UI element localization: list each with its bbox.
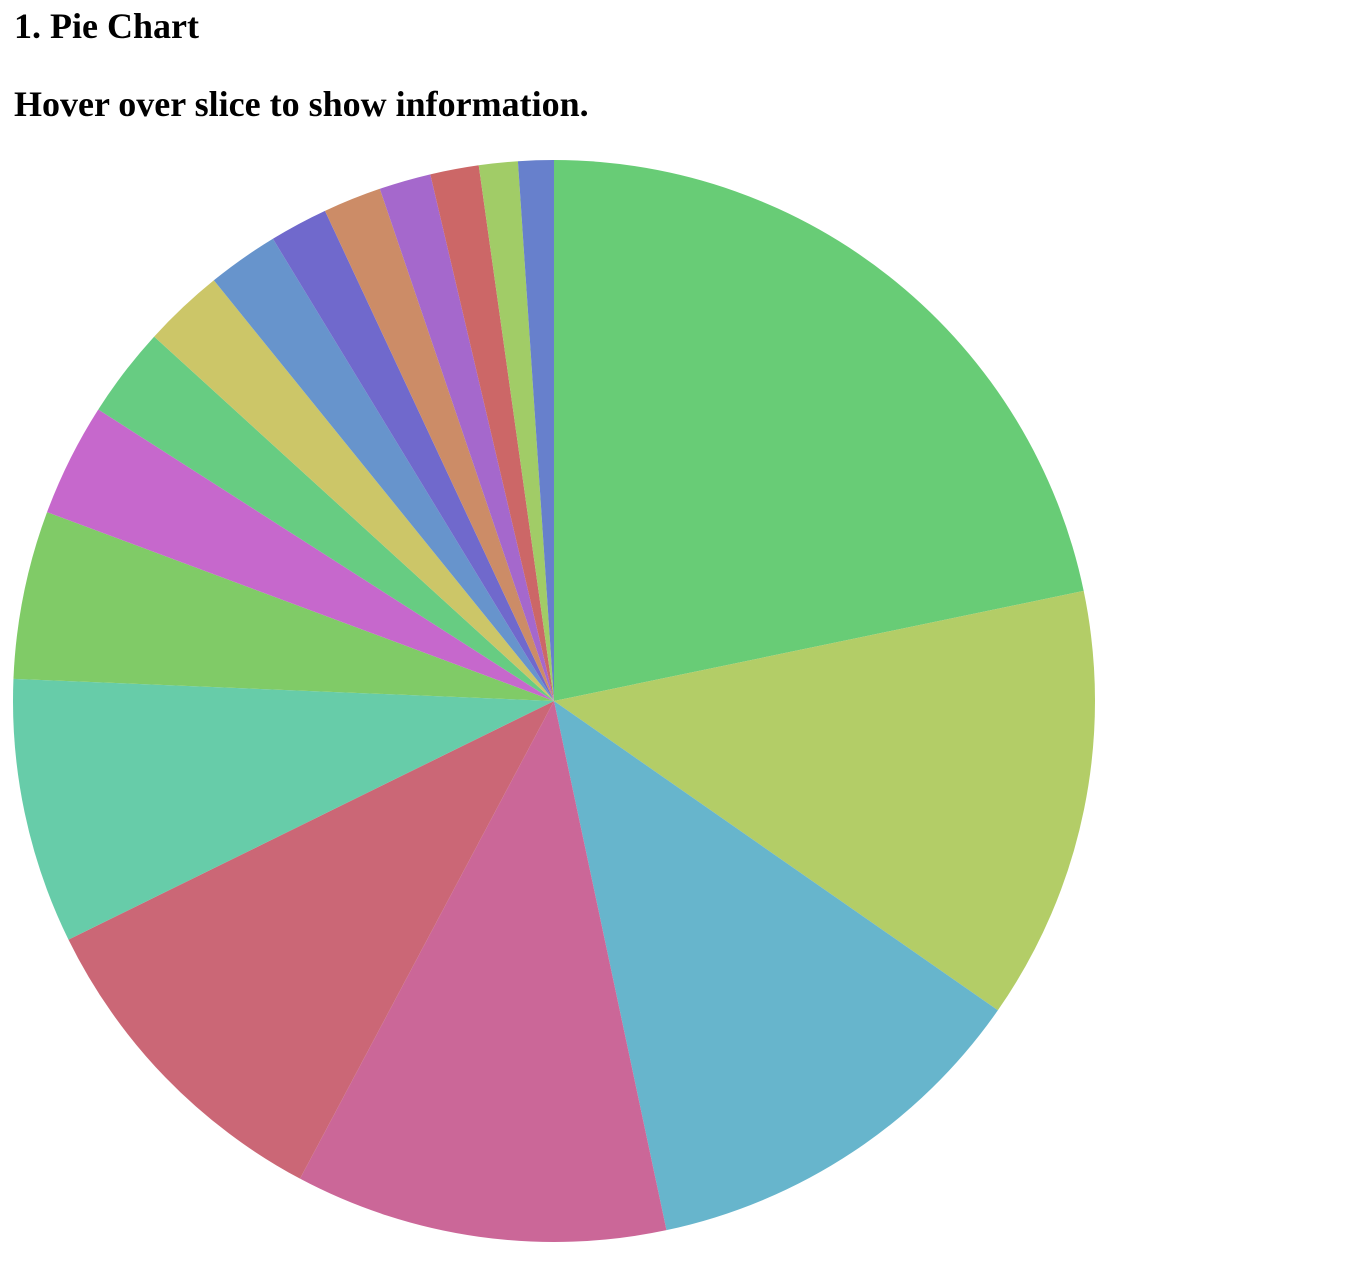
pie-slice-4[interactable] (300, 701, 667, 1242)
pie-slice-3[interactable] (554, 701, 998, 1231)
pie-slice-17[interactable] (517, 160, 554, 701)
pie-slice-2[interactable] (554, 590, 1095, 1011)
pie-slice-15[interactable] (430, 165, 554, 701)
pie-slice-14[interactable] (379, 174, 554, 701)
pie-slice-8[interactable] (47, 409, 555, 701)
pie-slice-9[interactable] (98, 336, 554, 701)
pie-slices (12, 160, 1095, 1242)
pie-slice-6[interactable] (12, 678, 555, 940)
pie-slice-7[interactable] (13, 512, 554, 701)
hover-instruction: Hover over slice to show information. (14, 84, 589, 124)
pie-slice-16[interactable] (478, 161, 554, 701)
pie-slice-12[interactable] (272, 210, 554, 702)
chart-title: 1. Pie Chart (14, 6, 199, 46)
pie-slice-10[interactable] (154, 280, 554, 701)
pie-slice-5[interactable] (68, 701, 554, 1179)
pie-slice-1[interactable] (554, 160, 1084, 701)
pie-slice-11[interactable] (213, 238, 555, 701)
pie-slice-13[interactable] (324, 188, 554, 701)
